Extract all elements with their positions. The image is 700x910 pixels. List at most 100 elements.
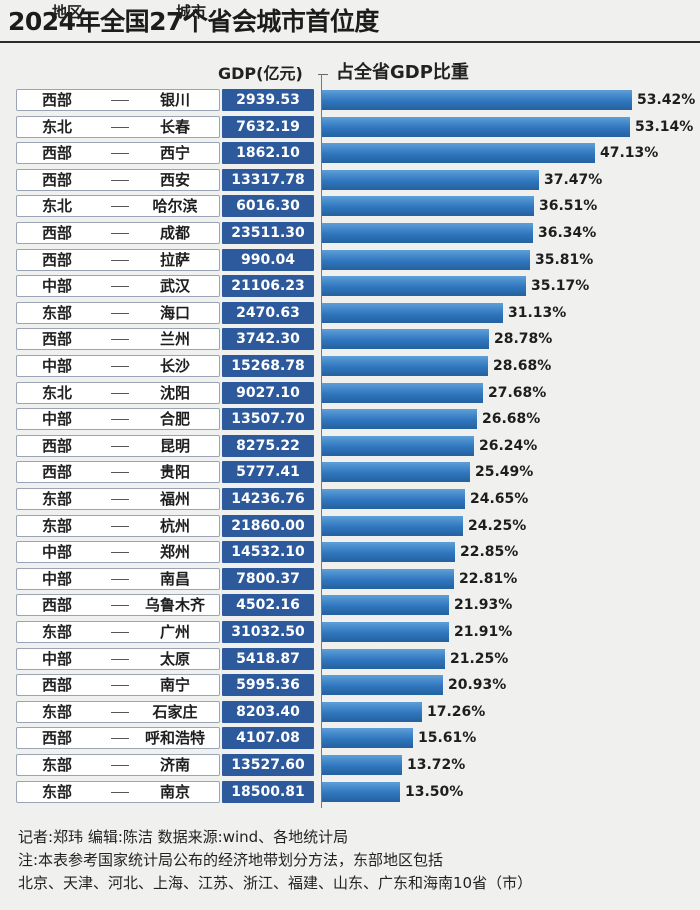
table-row: 东部 杭州 21860.00 24.25% <box>0 514 700 538</box>
region-label: 西部 <box>42 171 73 189</box>
share-bar <box>322 356 488 376</box>
header-share-tick <box>318 74 328 75</box>
city-label: 呼和浩特 <box>144 729 205 747</box>
table-row: 东部 广州 31032.50 21.91% <box>0 620 700 644</box>
city-label: 长春 <box>159 118 190 136</box>
region-label: 西部 <box>42 463 73 481</box>
share-label: 15.61% <box>418 730 477 746</box>
region-label: 东部 <box>42 623 73 641</box>
share-bar <box>322 462 470 482</box>
row-dash <box>111 632 129 633</box>
gdp-value: 13527.60 <box>222 754 314 776</box>
share-bar <box>322 276 526 296</box>
row-dash <box>111 313 129 314</box>
gdp-value: 2939.53 <box>222 89 314 111</box>
share-label: 53.42% <box>637 92 696 108</box>
share-bar <box>322 489 465 509</box>
region-label: 中部 <box>42 410 73 428</box>
row-dash <box>111 366 129 367</box>
table-row: 西部 乌鲁木齐 4502.16 21.93% <box>0 593 700 617</box>
city-label: 昆明 <box>159 437 190 455</box>
share-label: 24.25% <box>468 518 527 534</box>
row-dash <box>111 712 129 713</box>
city-label: 杭州 <box>159 517 190 535</box>
region-label: 西部 <box>42 729 73 747</box>
gdp-value: 8275.22 <box>222 435 314 457</box>
region-label: 西部 <box>42 596 73 614</box>
row-dash <box>111 286 129 287</box>
share-bar <box>322 117 630 137</box>
share-label: 36.34% <box>538 225 597 241</box>
city-label: 成都 <box>159 224 190 242</box>
region-label: 东部 <box>42 703 73 721</box>
share-bar <box>322 250 530 270</box>
share-label: 26.68% <box>482 411 541 427</box>
city-label: 银川 <box>159 91 190 109</box>
share-bar <box>322 675 443 695</box>
gdp-value: 21106.23 <box>222 275 314 297</box>
row-dash <box>111 552 129 553</box>
table-row: 西部 西宁 1862.10 47.13% <box>0 141 700 165</box>
table-row: 西部 兰州 3742.30 28.78% <box>0 327 700 351</box>
share-bar <box>322 90 632 110</box>
table-row: 中部 长沙 15268.78 28.68% <box>0 354 700 378</box>
row-dash <box>111 339 129 340</box>
share-label: 13.72% <box>407 757 466 773</box>
table-row: 西部 成都 23511.30 36.34% <box>0 221 700 245</box>
share-bar <box>322 542 455 562</box>
share-bar <box>322 782 400 802</box>
share-label: 21.91% <box>454 624 513 640</box>
row-dash <box>111 472 129 473</box>
share-label: 35.81% <box>535 252 594 268</box>
table-row: 东部 石家庄 8203.40 17.26% <box>0 700 700 724</box>
city-label: 郑州 <box>159 543 190 561</box>
table-row: 西部 呼和浩特 4107.08 15.61% <box>0 726 700 750</box>
gdp-value: 21860.00 <box>222 515 314 537</box>
city-label: 沈阳 <box>159 384 190 402</box>
city-label: 兰州 <box>159 330 190 348</box>
share-label: 36.51% <box>539 198 598 214</box>
header-region: 地区 <box>52 3 83 21</box>
share-label: 28.68% <box>493 358 552 374</box>
table-row: 东北 长春 7632.19 53.14% <box>0 115 700 139</box>
share-label: 53.14% <box>635 119 694 135</box>
region-label: 西部 <box>42 437 73 455</box>
gdp-value: 8203.40 <box>222 701 314 723</box>
region-label: 西部 <box>42 676 73 694</box>
region-label: 中部 <box>42 357 73 375</box>
table-row: 西部 南宁 5995.36 20.93% <box>0 673 700 697</box>
row-dash <box>111 446 129 447</box>
city-label: 南昌 <box>159 570 190 588</box>
note-line-1: 注:本表参考国家统计局公布的经济地带划分方法，东部地区包括 <box>18 851 444 869</box>
city-label: 福州 <box>159 490 190 508</box>
table-row: 西部 贵阳 5777.41 25.49% <box>0 460 700 484</box>
gdp-value: 5418.87 <box>222 648 314 670</box>
gdp-value: 1862.10 <box>222 142 314 164</box>
credits-line: 记者:郑玮 编辑:陈洁 数据来源:wind、各地统计局 <box>18 828 349 846</box>
share-label: 47.13% <box>600 145 659 161</box>
city-label: 石家庄 <box>152 703 198 721</box>
region-label: 西部 <box>42 91 73 109</box>
city-label: 南京 <box>159 783 190 801</box>
region-label: 东部 <box>42 517 73 535</box>
table-row: 中部 郑州 14532.10 22.85% <box>0 540 700 564</box>
region-label: 西部 <box>42 251 73 269</box>
share-label: 24.65% <box>470 491 529 507</box>
bar-axis-line <box>321 74 322 808</box>
share-label: 31.13% <box>508 305 567 321</box>
share-label: 21.25% <box>450 651 509 667</box>
region-label: 东北 <box>42 197 73 215</box>
share-bar <box>322 170 539 190</box>
gdp-value: 3742.30 <box>222 328 314 350</box>
share-bar <box>322 383 483 403</box>
row-dash <box>111 792 129 793</box>
share-bar <box>322 143 595 163</box>
share-bar <box>322 329 489 349</box>
share-bar <box>322 409 477 429</box>
city-label: 武汉 <box>159 277 190 295</box>
share-label: 21.93% <box>454 597 513 613</box>
city-label: 广州 <box>159 623 190 641</box>
row-dash <box>111 153 129 154</box>
city-label: 西安 <box>159 171 190 189</box>
note-line-2: 北京、天津、河北、上海、江苏、浙江、福建、山东、广东和海南10省（市） <box>18 874 533 892</box>
